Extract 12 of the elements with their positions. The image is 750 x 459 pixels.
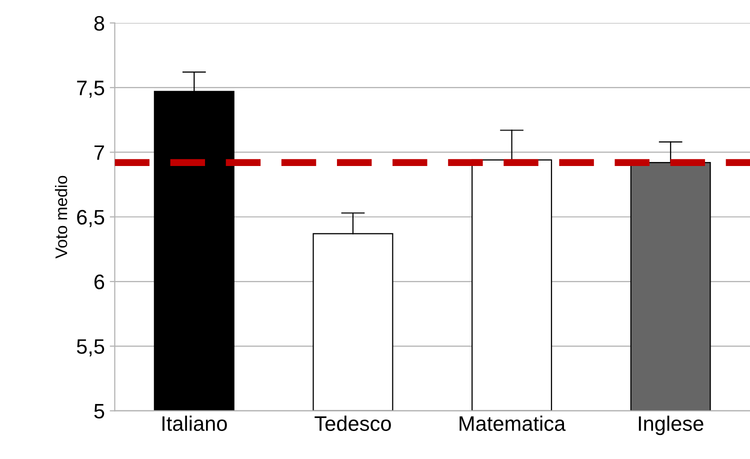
- x-tick-label: Inglese: [638, 416, 704, 436]
- y-tick-label: 6: [94, 274, 104, 290]
- y-tick-label: 8: [94, 16, 104, 31]
- y-axis-title: Voto medio: [54, 176, 68, 258]
- y-tick-label: 7,5: [77, 80, 104, 98]
- y-tick-label: 5: [94, 404, 104, 419]
- y-tick-label: 5,5: [76, 339, 104, 356]
- y-tick-label: 7: [94, 145, 104, 160]
- x-tick-label: Matematica: [460, 416, 566, 431]
- y-tick-label: 6,5: [77, 210, 104, 228]
- x-tick-label: Tedesco: [314, 416, 391, 431]
- x-tick-label: Italiano: [162, 416, 227, 431]
